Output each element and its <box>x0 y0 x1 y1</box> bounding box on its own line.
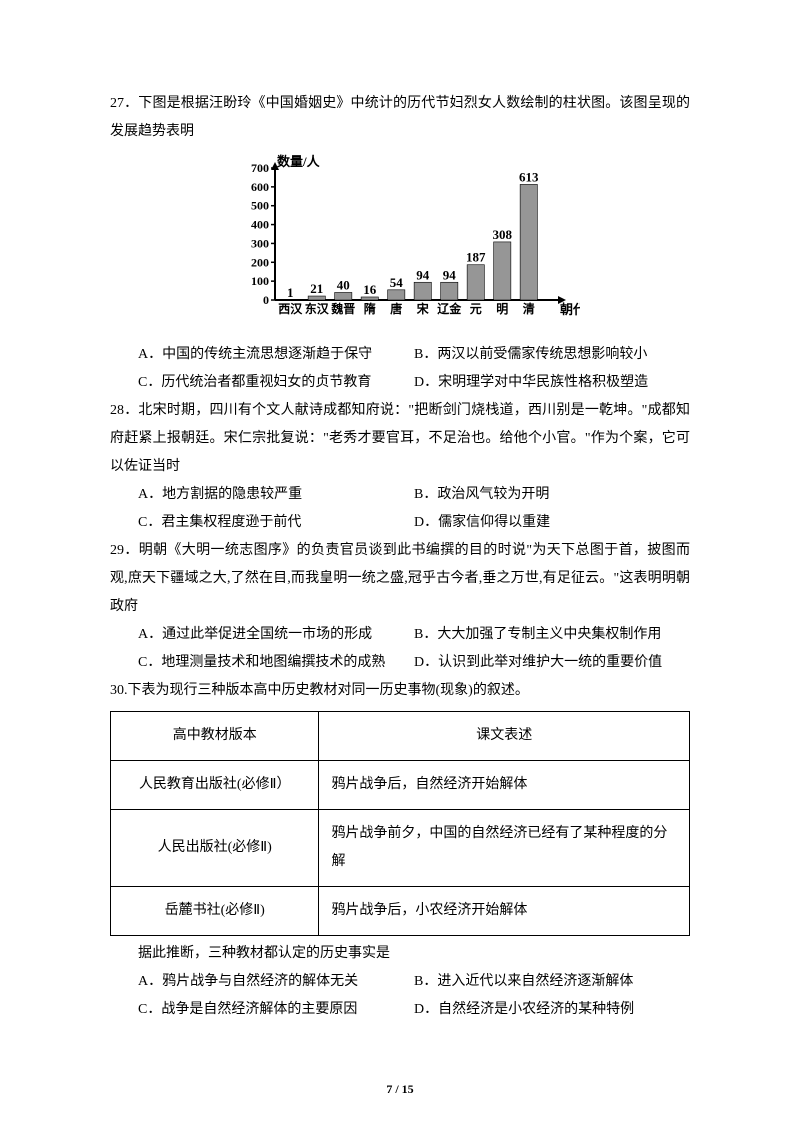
table-header-row: 高中教材版本 课文表述 <box>111 712 690 761</box>
q30-opt-a: A．鸦片战争与自然经济的解体无关 <box>138 968 414 996</box>
svg-text:朝代: 朝代 <box>560 302 580 317</box>
q29-opt-b: B．大大加强了专制主义中央集权制作用 <box>414 621 690 649</box>
svg-text:唐: 唐 <box>390 301 402 316</box>
svg-text:600: 600 <box>251 180 269 194</box>
svg-text:100: 100 <box>251 274 269 288</box>
svg-text:魏晋: 魏晋 <box>330 301 355 316</box>
q27-opt-c: C．历代统治者都重视妇女的贞节教育 <box>138 369 414 397</box>
table-cell: 鸦片战争前夕，中国的自然经济已经有了某种程度的分解 <box>319 810 690 887</box>
svg-text:宋: 宋 <box>417 301 430 316</box>
q28-prompt: 28．北宋时期，四川有个文人献诗成都知府说："把断剑门烧栈道，西川别是一乾坤。"… <box>110 397 690 481</box>
q29-prompt: 29．明朝《大明一统志图序》的负责官员谈到此书编撰的目的时说"为天下总图于首，披… <box>110 537 690 621</box>
svg-text:613: 613 <box>519 169 539 184</box>
q27-opt-d: D．宋明理学对中华民族性格积极塑造 <box>414 369 690 397</box>
svg-text:辽金: 辽金 <box>437 301 462 316</box>
table-header-col2: 课文表述 <box>319 712 690 761</box>
svg-text:东汉: 东汉 <box>305 301 330 316</box>
q28-opt-b: B．政治风气较为开明 <box>414 481 690 509</box>
svg-text:40: 40 <box>337 277 350 292</box>
q29-opt-d: D．认识到此举对维护大一统的重要价值 <box>414 649 690 677</box>
q28-opt-d: D．儒家信仰得以重建 <box>414 509 690 537</box>
q30-opt-d: D．自然经济是小农经济的某种特例 <box>414 996 690 1024</box>
table-cell: 鸦片战争后，自然经济开始解体 <box>319 761 690 810</box>
q30-post: 据此推断，三种教材都认定的历史事实是 <box>110 940 690 968</box>
svg-text:200: 200 <box>251 255 269 269</box>
q30-prompt: 30.下表为现行三种版本高中历史教材对同一历史事物(现象)的叙述。 <box>110 677 690 705</box>
svg-text:94: 94 <box>443 267 457 282</box>
svg-text:308: 308 <box>493 227 513 242</box>
svg-text:数量/人: 数量/人 <box>277 154 321 169</box>
svg-text:187: 187 <box>466 250 486 265</box>
page-footer: 7 / 15 <box>0 1077 800 1101</box>
q28-opt-c: C．君主集权程度逊于前代 <box>138 509 414 537</box>
q27-opt-a: A．中国的传统主流思想逐渐趋于保守 <box>138 341 414 369</box>
table-row: 人民教育出版社(必修Ⅱ） 鸦片战争后，自然经济开始解体 <box>111 761 690 810</box>
q27-opt-b: B．两汉以前受儒家传统思想影响较小 <box>414 341 690 369</box>
svg-text:清: 清 <box>523 301 535 316</box>
q27-options: A．中国的传统主流思想逐渐趋于保守 B．两汉以前受儒家传统思想影响较小 C．历代… <box>110 341 690 397</box>
table-header-col1: 高中教材版本 <box>111 712 319 761</box>
svg-text:21: 21 <box>310 281 323 296</box>
svg-text:94: 94 <box>416 267 430 282</box>
table-cell: 鸦片战争后，小农经济开始解体 <box>319 887 690 936</box>
q30-opt-c: C．战争是自然经济解体的主要原因 <box>138 996 414 1024</box>
page: 27．下图是根据汪盼玲《中国婚姻史》中统计的历代节妇烈女人数绘制的柱状图。该图呈… <box>0 0 800 1131</box>
svg-text:500: 500 <box>251 199 269 213</box>
svg-text:隋: 隋 <box>364 301 376 316</box>
table-row: 人民出版社(必修Ⅱ) 鸦片战争前夕，中国的自然经济已经有了某种程度的分解 <box>111 810 690 887</box>
svg-text:0: 0 <box>263 293 269 307</box>
svg-text:1: 1 <box>287 285 294 300</box>
svg-text:300: 300 <box>251 236 269 250</box>
q28-options: A．地方割据的隐患较严重 B．政治风气较为开明 C．君主集权程度逊于前代 D．儒… <box>110 481 690 537</box>
svg-text:400: 400 <box>251 218 269 232</box>
svg-text:元: 元 <box>470 302 482 316</box>
table-cell: 人民出版社(必修Ⅱ) <box>111 810 319 887</box>
svg-text:西汉: 西汉 <box>278 301 303 316</box>
q28-opt-a: A．地方割据的隐患较严重 <box>138 481 414 509</box>
q30-opt-b: B．进入近代以来自然经济逐渐解体 <box>414 968 690 996</box>
q30-table: 高中教材版本 课文表述 人民教育出版社(必修Ⅱ） 鸦片战争后，自然经济开始解体 … <box>110 711 690 936</box>
q29-opt-a: A．通过此举促进全国统一市场的形成 <box>138 621 414 649</box>
q27-prompt: 27．下图是根据汪盼玲《中国婚姻史》中统计的历代节妇烈女人数绘制的柱状图。该图呈… <box>110 90 690 146</box>
table-cell: 人民教育出版社(必修Ⅱ） <box>111 761 319 810</box>
q29-opt-c: C．地理测量技术和地图编撰技术的成熟 <box>138 649 414 677</box>
table-cell: 岳麓书社(必修Ⅱ) <box>111 887 319 936</box>
table-row: 岳麓书社(必修Ⅱ) 鸦片战争后，小农经济开始解体 <box>111 887 690 936</box>
q30-options: A．鸦片战争与自然经济的解体无关 B．进入近代以来自然经济逐渐解体 C．战争是自… <box>110 968 690 1024</box>
q27-chart: 数量/人 0 100 200 300 400 500 600 700 1西汉 21 东汉 40 魏晋 16 隋… <box>220 154 580 335</box>
svg-text:54: 54 <box>390 275 404 290</box>
svg-text:16: 16 <box>363 282 377 297</box>
q29-options: A．通过此举促进全国统一市场的形成 B．大大加强了专制主义中央集权制作用 C．地… <box>110 621 690 677</box>
svg-text:700: 700 <box>251 161 269 175</box>
svg-text:明: 明 <box>496 302 508 316</box>
